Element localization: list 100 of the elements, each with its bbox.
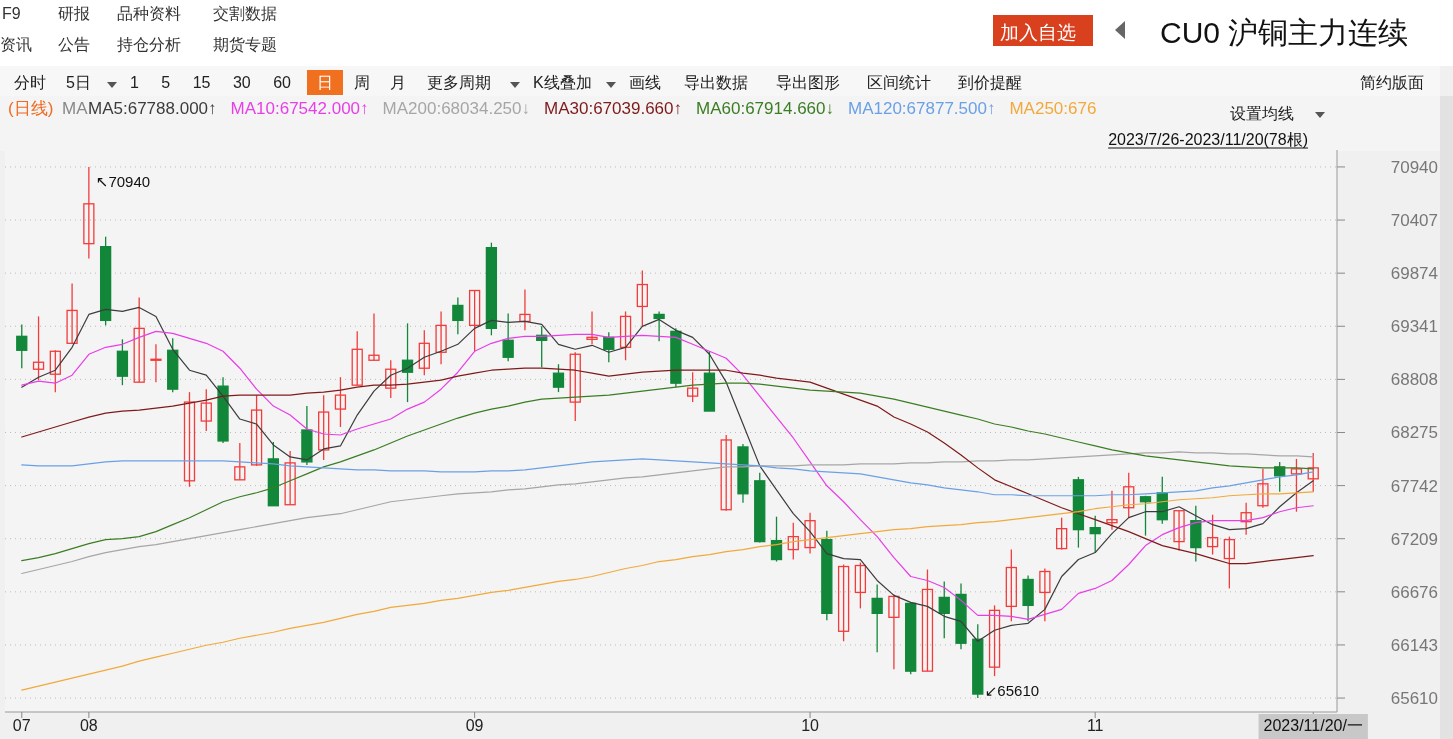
candlestick (150, 343, 162, 383)
candlestick (368, 312, 380, 361)
x-tick-label: 2023/11/20/一 (1263, 717, 1363, 734)
candlestick (1106, 490, 1118, 531)
candlestick (16, 323, 28, 369)
candlestick (318, 394, 330, 461)
ui-label: 公告 (58, 36, 90, 53)
candlestick (1089, 515, 1101, 554)
y-tick-label: 65610 (1390, 689, 1438, 709)
candlestick (1257, 468, 1269, 509)
candlestick (687, 371, 699, 403)
candlestick (804, 512, 816, 555)
candlestick (1056, 517, 1068, 551)
candlestick (83, 166, 95, 260)
x-tick-label: 10 (801, 717, 820, 734)
candlestick (871, 583, 883, 653)
y-tick-label: 68275 (1390, 423, 1438, 443)
candlestick (435, 310, 447, 365)
y-tick-label: 70407 (1390, 211, 1438, 231)
ui-label: 更多周期 (427, 74, 491, 91)
y-tick-label: 68808 (1390, 370, 1438, 390)
chart-subtitle: 2023/7/26-2023/11/20(78根) (1108, 131, 1308, 148)
candlestick (351, 330, 363, 386)
y-tick-label: 69341 (1390, 317, 1438, 337)
candlestick (133, 296, 145, 383)
candlestick (854, 561, 867, 610)
y-tick-label: 66676 (1390, 582, 1438, 602)
candlestick (284, 450, 296, 506)
ui-label: 加入自选 (1000, 22, 1076, 43)
candlestick (552, 363, 565, 393)
ui-label: 1 5 15 30 60 (130, 74, 291, 91)
candlestick (1290, 458, 1303, 513)
y-tick-label: 66143 (1390, 635, 1438, 655)
ui-label: 到价提醒 (958, 74, 1022, 91)
candlestick (653, 310, 665, 342)
candlestick (1223, 535, 1236, 590)
ui-label: 交割数据 (213, 5, 277, 22)
candlestick (1240, 502, 1252, 536)
candlestick (66, 282, 78, 344)
candlestick (468, 289, 481, 352)
ui-label: (日线) (8, 99, 54, 118)
x-tick-label: 07 (12, 717, 31, 734)
text: MA10:67542.000↑ (230, 99, 369, 118)
candlestick (183, 391, 196, 488)
y-tick-label: 69874 (1390, 264, 1438, 284)
candlestick (1005, 548, 1017, 622)
ui-label: K线叠加 (533, 74, 592, 91)
candlestick (837, 563, 850, 642)
ui-label: 分时 (14, 74, 46, 91)
candlestick (32, 315, 45, 381)
ui-label: 画线 (629, 74, 661, 91)
candlestick (938, 580, 950, 639)
ui-label: 持仓分析 (117, 36, 181, 53)
candlestick (720, 434, 732, 512)
candlestick (385, 359, 397, 399)
text: MA250:676 (1009, 99, 1097, 118)
ui-label: 导出数据 (684, 74, 748, 91)
annotation: ↖70940 (95, 172, 151, 190)
candlestick (888, 593, 900, 670)
candlestick (418, 329, 430, 376)
candlestick (1039, 567, 1051, 622)
ui-label: 资讯 (0, 36, 32, 53)
candlestick (1307, 452, 1319, 493)
text: MA120:67877.500↑ (848, 99, 996, 118)
candlestick (1206, 514, 1219, 556)
chart-title: CU0 沪铜主力连续 (1160, 16, 1409, 49)
ui-label: 周 (354, 74, 370, 91)
candlestick (1123, 472, 1135, 519)
y-tick-label: 70940 (1390, 157, 1438, 177)
ui-label: 区间统计 (867, 74, 931, 91)
text: MA200:68034.250↓ (382, 99, 530, 118)
candlestick (234, 442, 246, 481)
candlestick (770, 516, 783, 563)
candlestick (1173, 510, 1185, 552)
y-tick-label: 67209 (1390, 529, 1438, 549)
x-tick-label: 11 (1086, 717, 1104, 734)
ui-label: F9 (2, 5, 21, 22)
ui-label: 期货专题 (213, 36, 277, 53)
ui-label: 设置均线 (1230, 105, 1294, 122)
candlestick (200, 388, 212, 432)
candlestick (519, 288, 531, 332)
ui-label: 简约版面 (1360, 74, 1424, 91)
text: MA5:67788.000↑ (88, 99, 217, 118)
y-tick-label: 67742 (1390, 476, 1438, 496)
ui-label: 研报 (58, 5, 90, 22)
candlestick (787, 522, 799, 561)
candlestick (502, 312, 514, 362)
candlestick (603, 331, 615, 363)
annotation: ↙65610 (984, 682, 1040, 700)
text: MA60:67914.660↓ (696, 99, 834, 118)
ui-label: 5日 (66, 74, 91, 91)
candlestick (250, 394, 263, 467)
candlestick (619, 310, 632, 361)
x-tick-label: 09 (465, 717, 484, 734)
candlestick (452, 296, 464, 335)
candlestick (586, 310, 598, 345)
ui-label: 导出图形 (776, 74, 840, 91)
ui-label: 月 (390, 74, 406, 91)
candlestick (569, 351, 581, 422)
x-tick-label: 08 (79, 717, 98, 734)
